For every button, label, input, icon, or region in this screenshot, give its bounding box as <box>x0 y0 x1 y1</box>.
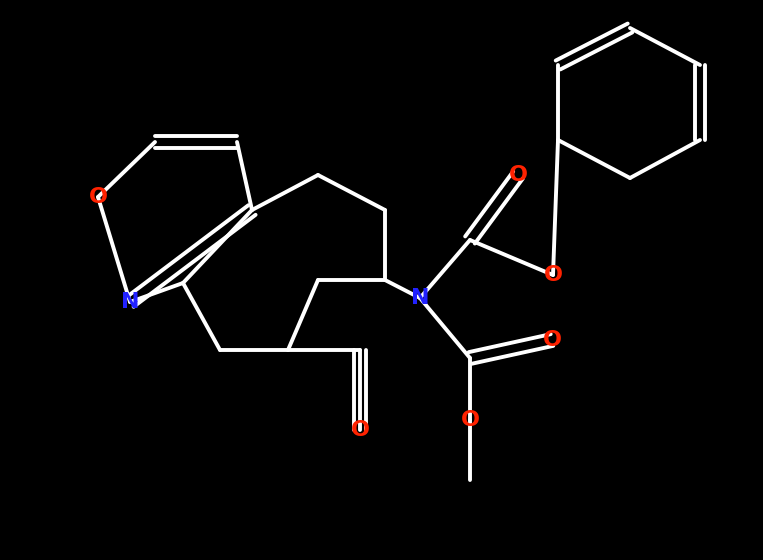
Text: N: N <box>410 288 430 308</box>
Text: O: O <box>350 420 369 440</box>
Text: N: N <box>121 292 140 312</box>
Text: O: O <box>89 187 108 207</box>
Text: O: O <box>508 165 527 185</box>
Text: O: O <box>461 410 479 430</box>
Text: O: O <box>542 330 562 350</box>
Text: O: O <box>543 265 562 285</box>
